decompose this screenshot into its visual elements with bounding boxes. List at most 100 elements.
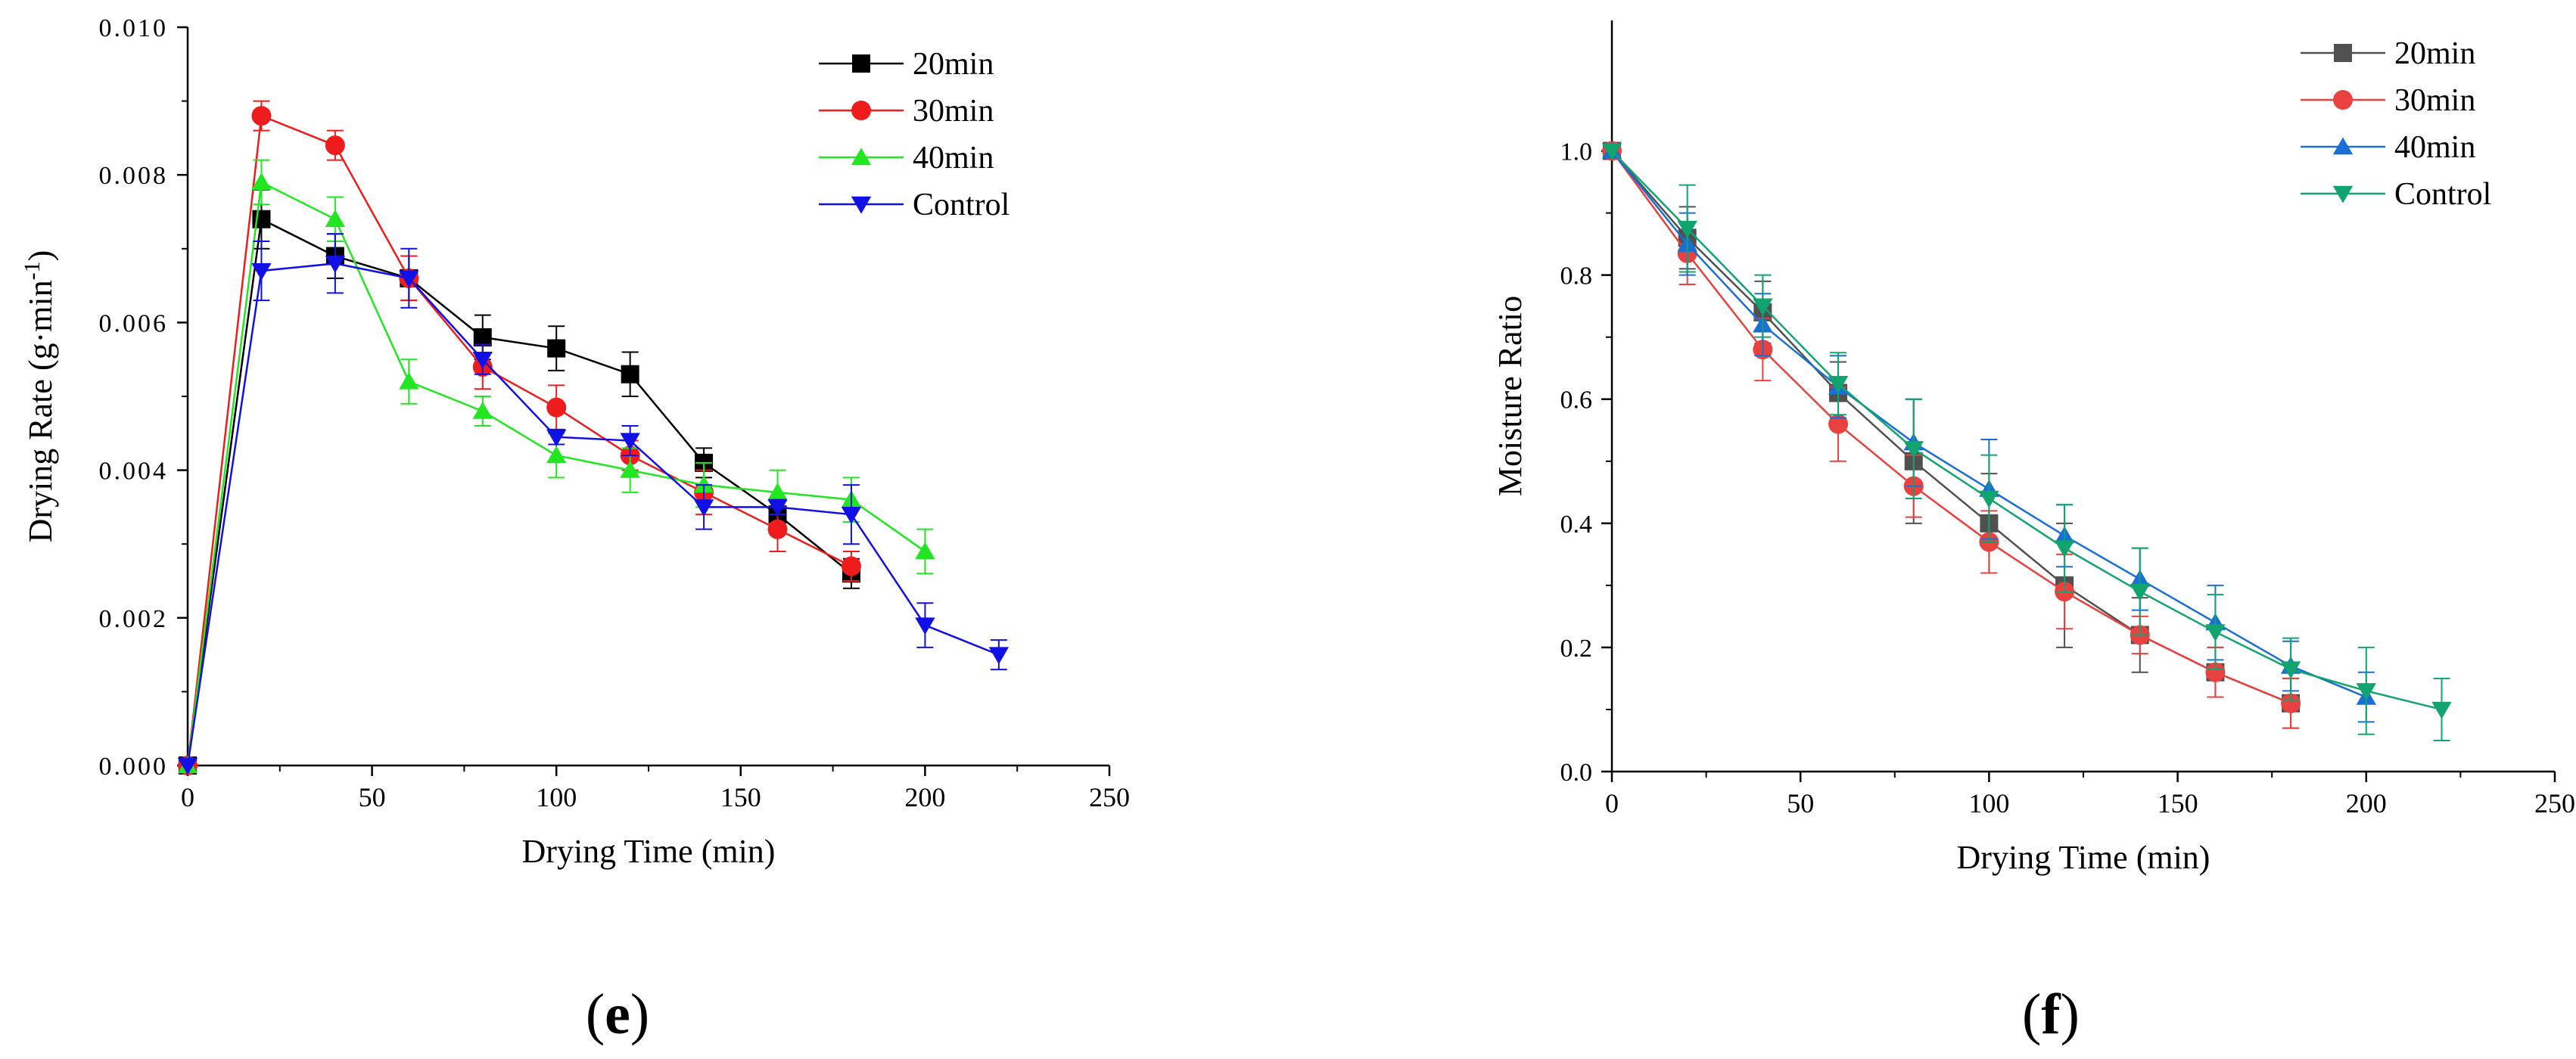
y-tick-label: 0.006 — [99, 309, 169, 337]
legend-label: Control — [913, 188, 1010, 222]
y-tick-label: 0.004 — [99, 458, 169, 486]
data-point — [472, 352, 493, 369]
data-point — [472, 401, 493, 419]
data-point — [473, 328, 492, 346]
x-tick-label: 0 — [181, 782, 194, 812]
legend-label: 40min — [2394, 130, 2475, 165]
data-point — [767, 483, 788, 501]
data-point — [2356, 683, 2376, 700]
data-point — [2205, 624, 2226, 641]
data-point — [546, 429, 567, 447]
chart-e: 0 50 100 150 200 250 0.000 0.002 0.004 0.006 0.008… — [20, 14, 1130, 1046]
legend-marker — [851, 101, 871, 120]
panel-label-close: ) — [630, 983, 649, 1046]
x-tick-label: 200 — [904, 782, 945, 812]
series-control — [177, 233, 1010, 775]
data-point — [2280, 661, 2301, 679]
legend-marker — [851, 148, 872, 166]
data-point — [841, 556, 861, 576]
panel-label: (e) — [586, 983, 649, 1046]
y-tick-label: 1.0 — [1560, 138, 1593, 166]
data-point — [1903, 441, 1924, 458]
data-point — [251, 106, 272, 126]
series-line — [186, 262, 1000, 766]
y-axis-label-end: ) — [22, 250, 59, 262]
data-point — [547, 339, 566, 358]
legend-marker — [2334, 44, 2352, 62]
data-point — [325, 210, 346, 227]
panel-label: (f) — [2022, 983, 2080, 1046]
panel-label-letter: e — [605, 983, 630, 1046]
legend-label: 20min — [913, 47, 994, 82]
data-point — [325, 135, 345, 156]
data-point — [1828, 376, 1849, 393]
x-tick-label: 0 — [1605, 788, 1619, 818]
y-tick-label: 0.010 — [99, 14, 169, 42]
data-point — [1677, 220, 1697, 238]
x-tick-label: 50 — [1787, 788, 1814, 818]
data-point — [620, 461, 640, 478]
y-tick-label: 0.000 — [99, 753, 169, 781]
x-tick-label: 150 — [720, 782, 761, 812]
legend-label: 20min — [2394, 36, 2475, 71]
data-point — [399, 371, 419, 390]
x-tick-label: 250 — [1089, 782, 1130, 812]
y-tick-label: 0.008 — [99, 162, 169, 190]
y-tick-label: 0.2 — [1560, 635, 1593, 663]
data-point — [2205, 662, 2226, 682]
legend-marker — [2333, 90, 2353, 110]
data-point — [2431, 701, 2452, 719]
data-point — [621, 365, 639, 384]
data-point — [841, 506, 862, 524]
x-tick-label: 100 — [1968, 788, 2009, 818]
legend-marker — [2332, 137, 2354, 155]
legend-label: Control — [2394, 177, 2491, 212]
legend-marker — [852, 54, 870, 73]
data-point — [1601, 143, 1622, 161]
data-point — [546, 446, 567, 464]
panel-label-open: ( — [2022, 983, 2041, 1046]
data-point — [2130, 583, 2150, 601]
data-point — [693, 499, 714, 517]
x-axis-label: Drying Time (min) — [522, 833, 776, 870]
series-line — [1611, 150, 2442, 711]
legend-marker — [851, 196, 872, 214]
legend-marker — [2332, 185, 2354, 203]
y-axis-label: Moisture Ratio — [1492, 296, 1529, 496]
y-tick-label: 0.6 — [1560, 387, 1593, 415]
data-point — [177, 757, 198, 775]
x-axis-label: Drying Time (min) — [1957, 839, 2210, 876]
chart-f: 0 50 100 150 200 250 0.0 0.2 0.4 0.6 0.8 1.0 Drying … — [1492, 20, 2575, 1046]
x-tick-label: 100 — [536, 782, 577, 812]
x-tick-label: 150 — [2158, 788, 2198, 818]
legend: 20min 30min 40min Control — [819, 47, 1010, 222]
panel-label-close: ) — [2061, 983, 2080, 1046]
data-point — [767, 519, 788, 539]
data-point — [988, 647, 1010, 665]
data-point — [620, 433, 640, 451]
panel-label-open: ( — [586, 983, 605, 1046]
series-line — [186, 114, 852, 766]
data-point — [2281, 693, 2301, 713]
data-point — [767, 499, 788, 517]
data-point — [2054, 540, 2075, 558]
legend: 20min 30min 40min Control — [2301, 36, 2491, 212]
data-point — [915, 617, 935, 635]
x-tick-label: 50 — [359, 782, 386, 812]
data-point — [251, 172, 272, 191]
legend-label: 40min — [913, 141, 994, 175]
y-tick-label: 0.0 — [1560, 759, 1593, 787]
y-axis-label: Drying Rate (g·min-1) — [20, 250, 59, 543]
data-point — [399, 270, 419, 288]
data-point — [1753, 298, 1773, 316]
data-point — [915, 542, 935, 560]
data-point — [1828, 414, 1849, 434]
legend-label: 30min — [913, 94, 994, 129]
legend-label: 30min — [2394, 83, 2475, 118]
panel-label-letter: f — [2041, 983, 2061, 1046]
y-tick-label: 0.4 — [1560, 511, 1593, 539]
data-point — [1979, 490, 1999, 508]
y-axis-label-sup: -1 — [20, 261, 45, 280]
